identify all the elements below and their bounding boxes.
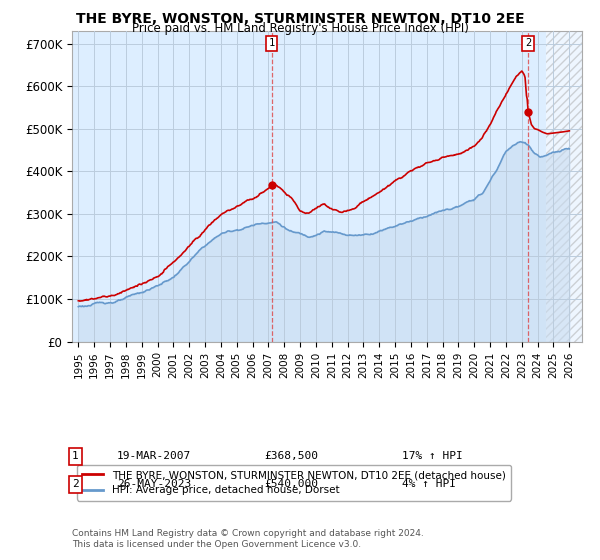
Bar xyxy=(545,31,582,342)
Text: £368,500: £368,500 xyxy=(264,451,318,461)
Text: 26-MAY-2023: 26-MAY-2023 xyxy=(117,479,191,489)
Text: Price paid vs. HM Land Registry's House Price Index (HPI): Price paid vs. HM Land Registry's House … xyxy=(131,22,469,35)
Bar xyxy=(545,31,582,342)
Text: 1: 1 xyxy=(269,38,275,48)
Text: 4% ↑ HPI: 4% ↑ HPI xyxy=(402,479,456,489)
Text: 17% ↑ HPI: 17% ↑ HPI xyxy=(402,451,463,461)
Text: £540,000: £540,000 xyxy=(264,479,318,489)
Text: 19-MAR-2007: 19-MAR-2007 xyxy=(117,451,191,461)
Text: 2: 2 xyxy=(525,38,531,48)
Text: THE BYRE, WONSTON, STURMINSTER NEWTON, DT10 2EE: THE BYRE, WONSTON, STURMINSTER NEWTON, D… xyxy=(76,12,524,26)
Text: Contains HM Land Registry data © Crown copyright and database right 2024.
This d: Contains HM Land Registry data © Crown c… xyxy=(72,529,424,549)
Text: 2: 2 xyxy=(72,479,79,489)
Text: 1: 1 xyxy=(72,451,79,461)
Legend: THE BYRE, WONSTON, STURMINSTER NEWTON, DT10 2EE (detached house), HPI: Average p: THE BYRE, WONSTON, STURMINSTER NEWTON, D… xyxy=(77,465,511,501)
